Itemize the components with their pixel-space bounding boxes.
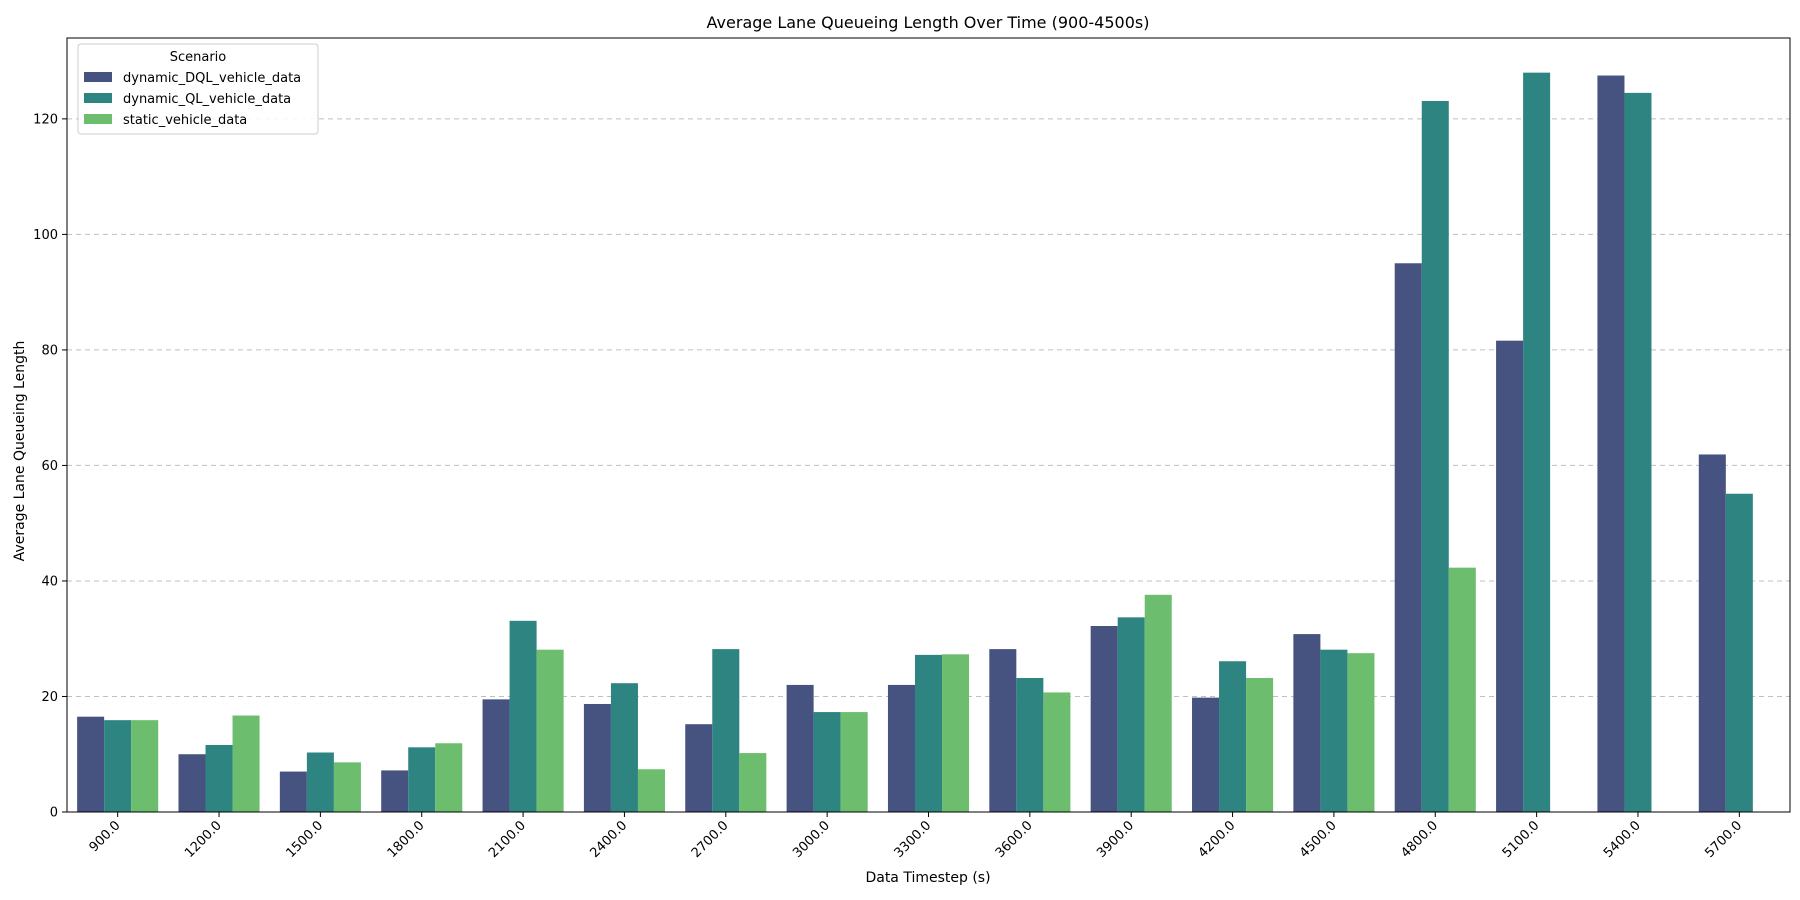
bar <box>1293 634 1321 812</box>
legend-swatch <box>84 93 112 103</box>
bar <box>786 684 814 812</box>
bar <box>482 699 510 812</box>
y-tick-label: 40 <box>41 574 58 589</box>
y-tick-label: 0 <box>50 806 58 821</box>
bar <box>840 712 868 812</box>
legend-label: dynamic_DQL_vehicle_data <box>123 71 301 86</box>
x-tick-label: 4500.0 <box>1297 818 1340 861</box>
bar <box>509 620 537 812</box>
x-tick-label: 1200.0 <box>182 818 225 861</box>
y-tick-label: 20 <box>41 690 58 705</box>
bar <box>1496 340 1524 812</box>
x-tick-label: 3900.0 <box>1094 818 1137 861</box>
bar <box>1698 454 1726 812</box>
bar <box>1043 692 1071 812</box>
bar <box>1624 92 1652 813</box>
bar <box>435 743 463 812</box>
bar <box>914 654 943 812</box>
bar <box>306 752 334 812</box>
legend-title: Scenario <box>170 50 227 65</box>
x-tick-label: 5100.0 <box>1500 818 1543 861</box>
bar <box>1144 594 1172 812</box>
bar <box>1219 661 1247 812</box>
bar <box>333 762 361 812</box>
y-tick-label: 120 <box>33 112 58 127</box>
bar <box>685 724 713 812</box>
bar <box>637 769 665 812</box>
bar <box>178 754 206 812</box>
x-tick-label: 5400.0 <box>1601 818 1644 861</box>
legend-label: static_vehicle_data <box>123 113 247 128</box>
chart-title: Average Lane Queueing Length Over Time (… <box>707 13 1150 32</box>
x-tick-label: 2100.0 <box>486 818 529 861</box>
bar <box>232 715 260 812</box>
y-tick-label: 100 <box>33 228 58 243</box>
bar <box>1246 677 1274 812</box>
bar <box>279 771 307 812</box>
bar <box>381 770 409 812</box>
x-tick-label: 1800.0 <box>385 818 428 861</box>
bar <box>536 649 564 812</box>
bar <box>1117 617 1145 812</box>
x-tick-label: 3600.0 <box>993 818 1036 861</box>
x-tick-label: 3000.0 <box>790 818 833 861</box>
legend: Scenario dynamic_DQL_vehicle_data dynamic_… <box>77 43 319 135</box>
bar <box>610 683 638 812</box>
bar <box>1597 75 1625 812</box>
y-tick-label: 80 <box>41 343 58 358</box>
bar <box>1347 653 1375 812</box>
bar <box>1448 567 1476 812</box>
legend-box <box>77 43 319 135</box>
x-axis-title: Data Timestep (s) <box>865 870 990 886</box>
bar <box>1090 626 1118 812</box>
bar <box>583 703 611 812</box>
bars-layer <box>77 72 1753 813</box>
bar <box>712 649 740 812</box>
bar <box>205 744 233 812</box>
x-tick-label: 5700.0 <box>1702 818 1745 861</box>
bar <box>1421 100 1449 812</box>
x-tick-label: 1500.0 <box>283 818 326 861</box>
legend-swatch <box>84 114 112 124</box>
bar <box>1192 697 1220 812</box>
bar <box>77 716 105 812</box>
x-tick-label: 4800.0 <box>1398 818 1441 861</box>
bar <box>887 684 915 812</box>
legend-label: dynamic_QL_vehicle_data <box>123 92 291 107</box>
bar <box>408 747 436 812</box>
bar <box>104 720 132 812</box>
bar <box>1725 493 1753 812</box>
bar <box>1394 263 1422 812</box>
bar <box>813 712 841 812</box>
y-tick-label: 60 <box>41 459 58 474</box>
legend-swatch <box>84 72 112 82</box>
x-tick-label: 2400.0 <box>587 818 630 861</box>
x-tick-label: 900.0 <box>87 818 124 855</box>
y-axis-title: Average Lane Queueing Length <box>12 341 28 562</box>
bar <box>989 649 1017 812</box>
bar <box>739 753 767 812</box>
bar <box>1016 677 1044 812</box>
bar <box>1523 72 1551 812</box>
bar <box>1320 649 1348 812</box>
bar <box>942 654 970 812</box>
x-tick-label: 4200.0 <box>1196 818 1239 861</box>
x-tick-label: 3300.0 <box>892 818 935 861</box>
x-tick-label: 2700.0 <box>689 818 732 861</box>
bar <box>131 720 159 812</box>
